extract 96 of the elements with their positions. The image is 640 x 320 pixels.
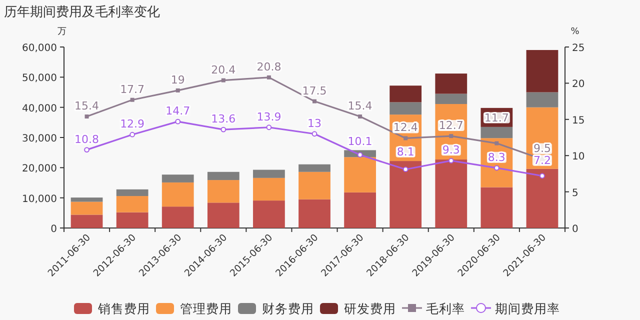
bar: [116, 189, 148, 196]
bar: [390, 102, 422, 115]
data-label: 13: [308, 116, 322, 130]
chart-title: 历年期间费用及毛利率变化: [4, 4, 160, 20]
point: [84, 114, 89, 119]
data-label: 13.9: [256, 110, 282, 124]
y2-tick-label: 25: [572, 43, 585, 54]
bar: [480, 187, 513, 228]
data-label: 17.5: [302, 84, 327, 98]
bar: [253, 170, 285, 178]
point: [312, 99, 316, 104]
y2-axis-title: %: [570, 27, 580, 37]
point: [175, 118, 181, 124]
data-label: 11.7: [484, 111, 509, 124]
point: [130, 132, 136, 138]
data-label: 15.4: [348, 100, 372, 113]
y-tick-label: 60,000: [22, 43, 57, 54]
data-label: 7.2: [533, 154, 551, 167]
bar: [390, 86, 422, 102]
legend-label: 财务费用: [262, 301, 314, 316]
bar: [116, 196, 148, 212]
point: [404, 136, 408, 140]
point: [449, 134, 454, 138]
bar: [70, 214, 103, 228]
point: [312, 131, 318, 137]
data-label: 9.5: [533, 142, 551, 156]
y2-tick-label: 20: [572, 79, 585, 90]
legend-label: 研发费用: [344, 301, 396, 316]
y-tick-label: 40,000: [22, 103, 57, 114]
data-label: 13.6: [211, 112, 236, 126]
point: [266, 124, 272, 130]
data-label: 8.1: [396, 145, 414, 158]
data-label: 12.4: [393, 121, 418, 134]
bar: [344, 192, 376, 228]
data-label: 8.3: [488, 150, 506, 164]
bar: [162, 206, 194, 228]
y2-tick-label: 15: [572, 115, 585, 126]
bar: [298, 172, 330, 200]
y2-tick-label: 10: [572, 152, 585, 163]
data-label: 15.4: [74, 100, 100, 113]
y2-tick-label: 0: [572, 224, 578, 235]
point: [357, 152, 363, 158]
point: [84, 147, 90, 153]
bar: [253, 200, 285, 228]
bar: [435, 74, 468, 94]
point: [176, 88, 180, 92]
data-label: 12.7: [438, 119, 464, 132]
legend-label: 管理费用: [180, 301, 232, 316]
point: [494, 165, 500, 171]
data-label: 10.8: [74, 132, 100, 146]
bar: [435, 94, 468, 104]
point: [221, 78, 226, 82]
bar: [162, 182, 194, 207]
data-label: 9.3: [442, 144, 460, 157]
y-tick-label: 10,000: [22, 194, 57, 205]
data-label: 10.1: [348, 134, 372, 148]
point: [358, 114, 362, 119]
bar: [253, 178, 285, 201]
data-label: 12.9: [120, 118, 145, 131]
point: [448, 158, 454, 164]
data-label: 20.4: [211, 63, 236, 76]
bar: [207, 180, 240, 203]
point: [266, 75, 271, 80]
point: [402, 166, 408, 172]
bar: [70, 202, 103, 215]
data-label: 14.7: [166, 104, 190, 118]
data-label: 17.7: [120, 82, 145, 96]
point: [220, 126, 226, 132]
bar: [526, 168, 558, 228]
bar: [526, 92, 558, 108]
data-label: 20.8: [256, 60, 282, 74]
bar: [70, 198, 103, 202]
y-tick-label: 50,000: [22, 73, 57, 84]
bar: [298, 199, 330, 228]
legend-label: 销售费用: [97, 301, 150, 316]
bar: [435, 160, 468, 228]
y-axis-title: 万: [58, 27, 66, 37]
bar: [298, 164, 330, 172]
point: [130, 98, 134, 102]
bar: [526, 50, 558, 92]
bar: [390, 161, 422, 228]
y2-tick-label: 5: [572, 188, 578, 199]
point: [540, 173, 545, 179]
bar: [344, 157, 376, 192]
bar: [116, 212, 148, 228]
y-tick-label: 30,000: [22, 134, 57, 144]
y-tick-label: 20,000: [22, 164, 57, 175]
bar: [480, 126, 513, 138]
data-label: 19: [170, 73, 185, 86]
bar: [162, 174, 194, 182]
legend-label: 期间费用率: [495, 301, 560, 316]
y-tick-label: 0: [50, 224, 57, 235]
bar: [207, 202, 240, 228]
bar: [207, 172, 240, 180]
point: [494, 141, 499, 146]
legend-label: 毛利率: [426, 301, 465, 316]
